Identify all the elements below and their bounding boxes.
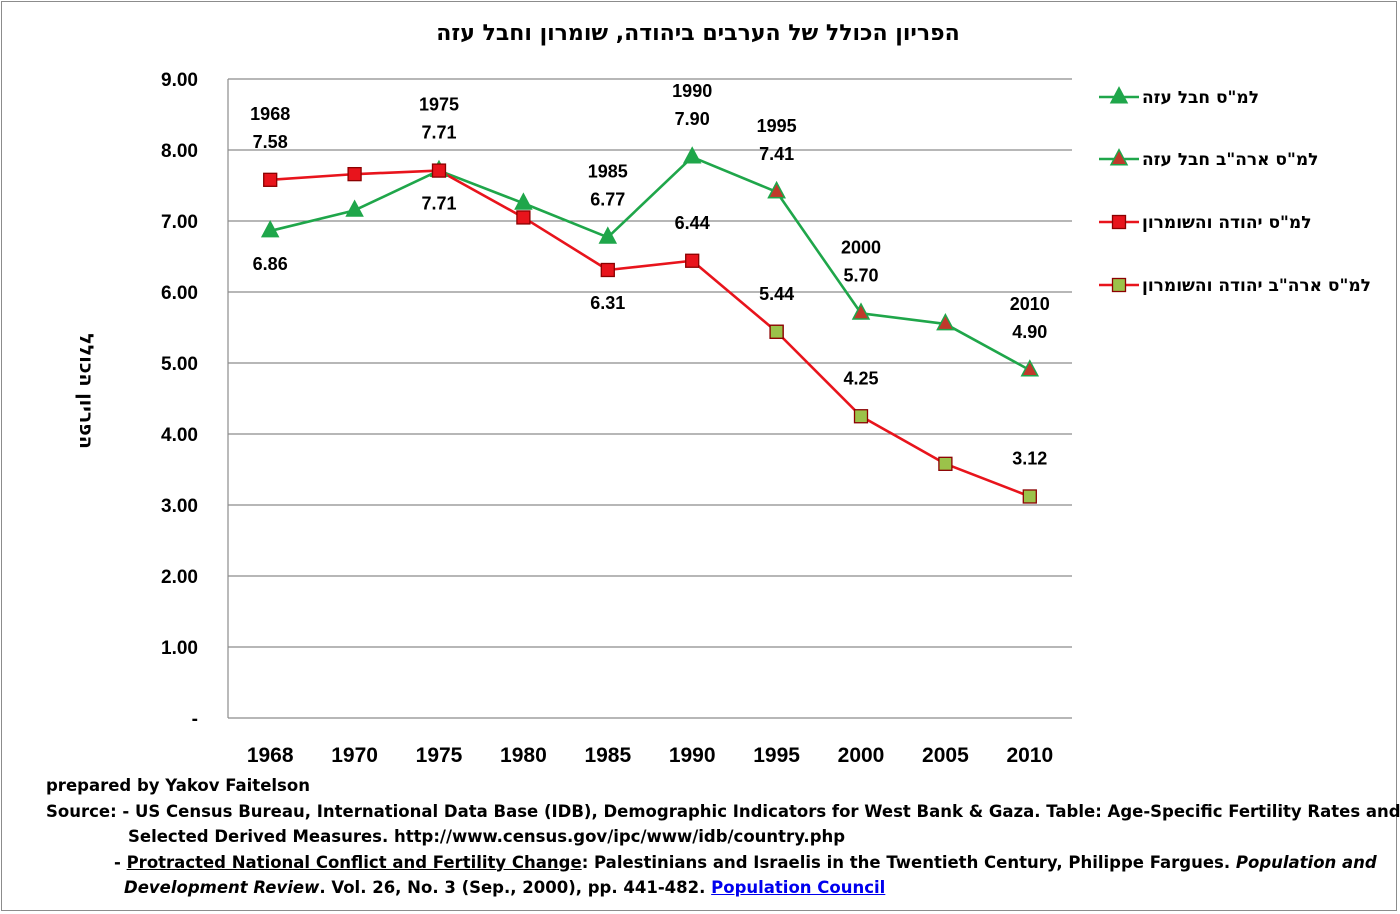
x-tick-label: 1985 xyxy=(584,744,631,767)
y-tick-label: 2.00 xyxy=(161,567,198,588)
source-line-4: Development Review. Vol. 26, No. 3 (Sep.… xyxy=(46,875,1376,901)
legend: למ"ס חבל עזה למ"ס ארה"ב חבל עזה למ"ס יהודה… xyxy=(1099,86,1371,296)
population-council-link[interactable]: Population Council xyxy=(711,878,886,897)
data-label: 2010 xyxy=(1010,294,1050,314)
data-label: 6.44 xyxy=(675,213,710,233)
data-point-triangle xyxy=(1109,148,1129,166)
data-point-triangle xyxy=(936,313,955,331)
y-tick-label: 9.00 xyxy=(161,70,198,91)
data-label: 7.71 xyxy=(421,123,456,143)
source-2-journal: Population and xyxy=(1235,852,1377,872)
data-point-square xyxy=(431,163,447,178)
data-label: 7.90 xyxy=(675,109,710,129)
x-tick-label: 1968 xyxy=(247,744,294,767)
series-markers xyxy=(260,146,1040,504)
legend-entry: למ"ס ארה"ב חבל עזה xyxy=(1142,150,1318,170)
data-label: 7.41 xyxy=(759,144,794,164)
source-1a: US Census Bureau, International Data Bas… xyxy=(135,801,1400,821)
source-line-1: Source: - US Census Bureau, Internationa… xyxy=(46,799,1400,825)
data-label: 6.31 xyxy=(590,293,625,313)
data-label: 4.25 xyxy=(843,368,878,388)
data-label: 7.58 xyxy=(253,132,288,152)
data-point-triangle xyxy=(682,146,702,164)
data-label: 7.71 xyxy=(421,194,456,214)
x-tick-label: 1980 xyxy=(500,744,547,767)
legend-entry: למ"ס יהודה והשומרון xyxy=(1142,213,1311,233)
series-lines xyxy=(269,155,1031,498)
y-tick-label: 6.00 xyxy=(161,283,198,304)
data-point-square xyxy=(1111,277,1127,293)
data-label: 1975 xyxy=(419,95,459,115)
x-tick-label: 1995 xyxy=(753,744,800,767)
source-2-details: . Vol. 26, No. 3 (Sep., 2000), pp. 441-4… xyxy=(319,878,712,897)
data-point-square xyxy=(1111,214,1127,230)
y-tick-label: 8.00 xyxy=(161,141,198,162)
y-tick-label: 4.00 xyxy=(161,425,198,446)
data-point-square xyxy=(516,210,531,225)
data-point-square xyxy=(263,172,278,187)
x-tick-label: 2000 xyxy=(838,744,885,767)
data-label: 5.44 xyxy=(759,284,794,304)
data-label: 1985 xyxy=(588,161,628,181)
legend-entry: למ"ס חבל עזה xyxy=(1142,88,1259,108)
source-2-title: Protracted National Conflict and Fertili… xyxy=(126,852,582,872)
legend-entry: למ"ס ארה"ב יהודה והשומרון xyxy=(1142,276,1371,296)
data-point-triangle xyxy=(598,226,618,244)
x-tick-label: 1990 xyxy=(669,744,716,767)
data-label: 1995 xyxy=(757,116,797,136)
y-tick-label: 1.00 xyxy=(161,638,198,659)
source-2-rest: : Palestinians and Israelis in the Twent… xyxy=(581,852,1236,872)
data-point-triangle xyxy=(767,180,786,199)
data-point-square xyxy=(938,456,953,471)
x-tick-labels: 1968 1970 1975 1980 1985 1990 1995 2000 2005 2010 xyxy=(247,744,1053,767)
data-label: 2000 xyxy=(841,237,881,257)
y-tick-labels: - 1.00 2.00 3.00 4.00 5.00 6.00 7.00 8.00 9.00 xyxy=(161,70,198,730)
y-axis-label: הפריון הכולל xyxy=(75,333,97,449)
data-label: 1990 xyxy=(672,81,712,101)
data-label: 6.77 xyxy=(590,189,625,209)
data-point-square xyxy=(685,253,700,268)
data-point-square xyxy=(853,409,869,424)
chart-title: הפריון הכולל של הערבים ביהודה, שומרון וח… xyxy=(436,21,959,46)
data-point-triangle xyxy=(345,199,364,217)
data-point-triangle xyxy=(851,302,871,320)
source-1b: Selected Derived Measures. http://www.ce… xyxy=(128,827,846,846)
y-tick-label: - xyxy=(192,709,198,730)
data-point-square xyxy=(1022,489,1037,504)
y-tick-label: 5.00 xyxy=(161,354,198,375)
series-line xyxy=(775,191,1031,372)
data-point-triangle xyxy=(1020,359,1040,377)
y-tick-label: 7.00 xyxy=(161,212,198,233)
data-labels: 1968 7.58 6.86 1975 7.71 7.71 1985 6.77 6.31 1990… xyxy=(250,81,1050,468)
data-label: 6.86 xyxy=(253,254,288,274)
gridlines xyxy=(227,78,1072,719)
source-notes: prepared by Yakov Faitelson Source: - US… xyxy=(46,773,1400,901)
data-point-triangle xyxy=(260,220,280,238)
data-label: 1968 xyxy=(250,104,290,124)
data-label: 4.90 xyxy=(1012,322,1047,342)
source-line-2: Selected Derived Measures. http://www.ce… xyxy=(46,824,1376,850)
x-tick-label: 1975 xyxy=(416,744,463,767)
prepared-by: prepared by Yakov Faitelson xyxy=(46,776,310,795)
series-line xyxy=(775,330,1031,498)
x-tick-label: 2005 xyxy=(922,744,969,767)
source-2-journal-b: Development Review xyxy=(124,878,320,897)
data-point-square xyxy=(347,166,362,182)
data-point-square xyxy=(600,262,615,278)
data-label: 3.12 xyxy=(1012,448,1047,468)
y-tick-label: 3.00 xyxy=(161,496,198,517)
data-point-triangle xyxy=(514,192,533,210)
x-tick-label: 1970 xyxy=(331,744,378,767)
source-prefix: Source: - xyxy=(46,801,136,821)
source-2-prefix: - xyxy=(114,852,127,872)
x-tick-label: 2010 xyxy=(1006,744,1053,767)
data-point-square xyxy=(769,324,784,339)
source-line-3: - Protracted National Conflict and Ferti… xyxy=(46,850,1377,876)
data-point-triangle xyxy=(1109,86,1129,104)
data-label: 5.70 xyxy=(843,265,878,285)
